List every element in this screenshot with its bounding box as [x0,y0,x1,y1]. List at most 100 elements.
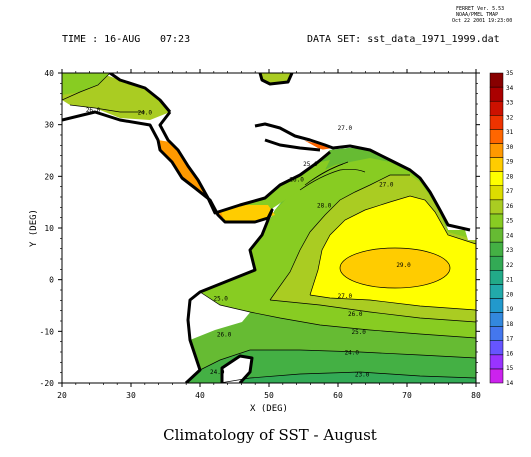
contour-somali-3 [311,161,349,181]
x-tick-label: 70 [402,391,412,400]
colorbar-label: 24 [506,232,514,239]
contour-label: 27.0 [338,293,353,300]
contour-26-north [269,174,410,301]
coast-med [109,73,172,113]
colorbar-swatch [489,368,504,384]
y-tick-label: 0 [49,276,54,285]
contour-27 [309,294,476,311]
y-tick-label: -20 [40,379,55,388]
colorbar-swatch [489,326,504,341]
colorbar-swatch [489,354,504,370]
colorbar-label: 27 [506,188,514,195]
region-red-sea-south [218,205,275,222]
colorbar-label: 34 [506,85,514,92]
y-axis: -20 -10 0 10 20 30 40 [40,69,480,388]
contour-label: 26.0 [289,177,304,184]
colorbar-label: 21 [506,277,514,284]
contour-28 [339,247,451,289]
contour-label: 27.0 [379,182,394,189]
colorbar-swatch [489,157,504,172]
colorbar-swatch [489,199,504,215]
y-tick-label: 40 [44,69,54,78]
ferret-version: FERRET Ver. 5.53 [456,6,504,12]
colorbar-label: 16 [506,350,514,357]
caption: Climatology of SST - August [163,426,377,444]
colorbar-swatch [489,86,504,102]
colorbar-label: 15 [506,365,514,372]
colorbar-swatch [489,312,504,327]
band-28 [340,248,450,288]
time-label: TIME : 16-AUG [62,34,140,45]
colorbar-label: 31 [506,129,514,136]
colorbar-swatch [489,171,504,186]
x-tick-label: 20 [57,391,67,400]
x-tick-label: 80 [471,391,481,400]
colorbar-label: 20 [506,291,514,298]
colorbar-swatch [489,255,504,271]
coast-persian-gulf [254,122,471,232]
ferret-date: Oct 22 2001 19:23:00 [452,18,512,24]
colorbar-swatch [489,340,504,356]
coastlines [62,73,471,383]
colorbar-label: 30 [506,144,514,151]
contour-label: 23.0 [355,371,370,378]
colorbar-label: 33 [506,100,514,107]
contour-label: 24.0 [210,369,225,376]
y-axis-label: Y (DEG) [29,209,39,247]
land-asia-north [110,73,476,230]
region-mediterranean-east [62,73,110,95]
contour-26 [269,299,476,323]
contour-label: 29.0 [396,262,411,269]
contour-label: 25.0 [303,161,318,168]
contour-med-2 [69,104,145,113]
coast-madagascar [220,354,254,383]
colorbar-swatch [489,270,504,285]
dataset-label: DATA SET: sst_data_1971_1999.dat [307,34,500,45]
colorbar-label: 29 [506,159,514,166]
colorbar-swatch [489,213,504,229]
coast-caspian [258,73,294,86]
y-tick-label: 30 [44,121,54,130]
coast-arabia [158,111,331,215]
contour-somali-1 [299,168,366,191]
colorbar-label: 17 [506,336,514,343]
x-axis-label: X (DEG) [250,404,288,414]
x-tick-label: 40 [195,391,205,400]
y-tick-label: -10 [40,327,55,336]
colorbar-label: 28 [506,173,514,180]
contour-label: 25.0 [351,329,366,336]
contour-label: 25.0 [213,295,228,302]
colorbar-swatch [489,284,504,299]
contour-24 [199,349,476,371]
contour-label: 26.0 [348,311,363,318]
x-axis: 20 30 40 50 60 70 80 [57,69,481,400]
colorbar-label: 23 [506,247,514,254]
contour-labels: 29.0 28.0 27.0 27.0 26.0 25.0 24.0 23.0 24.0 25.0… [86,107,411,379]
contour-med [62,73,111,101]
colorbar-label: 19 [506,306,514,313]
colorbar-swatch [489,129,504,144]
colorbar-label: 14 [506,380,514,387]
coast-africa [62,110,274,383]
land-africa [62,112,272,383]
colorbar-swatch [489,227,504,243]
contour-27-north [309,195,476,296]
colorbar-swatch [489,298,504,313]
contour-25 [199,291,476,339]
time-value: 07:23 [160,34,190,45]
x-tick-label: 30 [126,391,136,400]
ferret-org: NOAA/PMEL TMAP [456,12,498,18]
colorbar: 14 15 16 17 18 19 20 21 22 23 24 25 26 27 28 29 30 31 32 33… [489,70,514,387]
contour-label: 24.0 [345,350,360,357]
plot-area: 29.0 28.0 27.0 27.0 26.0 25.0 24.0 23.0 24.0 25.0… [62,73,476,383]
colorbar-label: 22 [506,262,514,269]
contour-label: 26.0 [86,107,101,114]
colorbar-swatch [489,185,504,201]
colorbar-label: 35 [506,70,514,77]
colorbar-label: 26 [506,203,514,210]
colorbar-swatch [489,72,504,88]
contour-label: 27.0 [338,125,353,132]
x-tick-label: 50 [264,391,274,400]
colorbar-swatch [489,143,504,158]
